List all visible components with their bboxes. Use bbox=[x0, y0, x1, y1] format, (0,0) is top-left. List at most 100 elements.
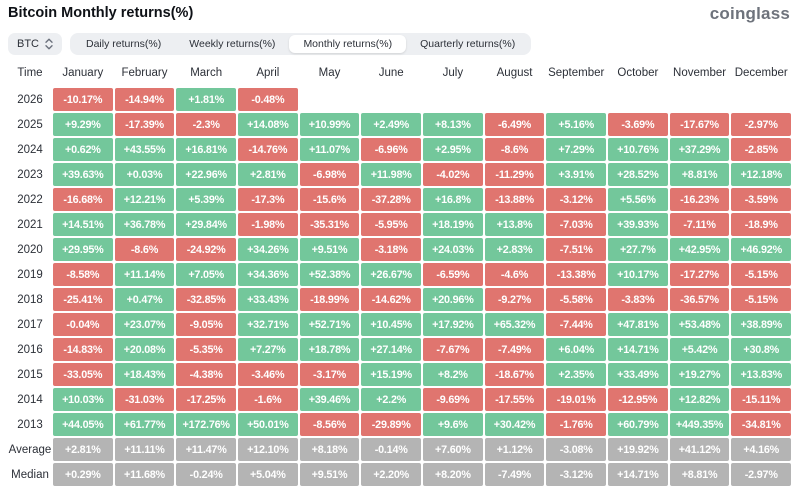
return-cell: +39.93% bbox=[608, 213, 668, 236]
symbol-select[interactable]: BTC bbox=[8, 33, 62, 55]
return-cell: -18.9% bbox=[731, 213, 792, 236]
return-cell: +8.81% bbox=[669, 163, 730, 186]
return-cell: +65.32% bbox=[484, 313, 545, 336]
return-cell: +12.21% bbox=[114, 188, 175, 211]
return-cell: +19.27% bbox=[669, 363, 730, 386]
return-cell: -24.92% bbox=[176, 238, 237, 261]
return-cell: -14.83% bbox=[53, 338, 113, 361]
return-cell: +10.45% bbox=[361, 313, 422, 336]
row-label: 2015 bbox=[17, 368, 43, 381]
return-cell: -36.57% bbox=[669, 288, 730, 311]
return-cell: -3.69% bbox=[608, 113, 668, 136]
return-cell: -16.68% bbox=[53, 188, 113, 211]
coinglass-logo: coinglass bbox=[709, 4, 790, 23]
return-cell: -2.97% bbox=[731, 463, 792, 486]
select-chevrons-icon bbox=[45, 38, 53, 50]
return-cell: -5.95% bbox=[361, 213, 422, 236]
return-cell: +2.20% bbox=[361, 463, 422, 486]
return-cell: +16.8% bbox=[423, 188, 483, 211]
return-cell: -2.3% bbox=[176, 113, 237, 136]
return-cell: +2.2% bbox=[361, 388, 422, 411]
return-cell: +2.49% bbox=[361, 113, 422, 136]
return-cell: -6.96% bbox=[361, 138, 422, 161]
return-cell: +10.03% bbox=[53, 388, 113, 411]
return-cell: +26.67% bbox=[361, 263, 422, 286]
return-cell: +8.2% bbox=[423, 363, 483, 386]
return-cell: +39.63% bbox=[53, 163, 113, 186]
return-cell: +14.51% bbox=[53, 213, 113, 236]
return-cell: +8.20% bbox=[423, 463, 483, 486]
symbol-label: BTC bbox=[17, 38, 39, 50]
table-row: 2015 -33.05% +18.43% -4.38% -3.46% -3.17% +15.… bbox=[8, 363, 792, 386]
return-cell: -37.28% bbox=[361, 188, 422, 211]
return-cell: -17.27% bbox=[669, 263, 730, 286]
time-header: Time bbox=[17, 67, 43, 79]
tab-weekly-returns[interactable]: Weekly returns(%) bbox=[175, 35, 289, 53]
tab-quarterly-returns[interactable]: Quarterly returns(%) bbox=[406, 35, 529, 53]
return-cell: +14.71% bbox=[608, 463, 668, 486]
topbar: Bitcoin Monthly returns(%) coinglass bbox=[8, 5, 792, 29]
return-cell: +5.16% bbox=[546, 113, 607, 136]
return-cell: +47.81% bbox=[608, 313, 668, 336]
return-cell: +13.83% bbox=[731, 363, 792, 386]
return-cell: -8.6% bbox=[114, 238, 175, 261]
return-cell: -13.38% bbox=[546, 263, 607, 286]
return-cell: -4.6% bbox=[484, 263, 545, 286]
return-cell: -5.15% bbox=[731, 288, 792, 311]
return-cell: +34.36% bbox=[238, 263, 298, 286]
row-label: 2023 bbox=[17, 168, 43, 181]
row-label: 2017 bbox=[17, 318, 43, 331]
row-label: 2014 bbox=[17, 393, 43, 406]
return-cell: +5.04% bbox=[238, 463, 298, 486]
return-cell: +24.03% bbox=[423, 238, 483, 261]
tab-monthly-returns[interactable]: Monthly returns(%) bbox=[289, 35, 407, 53]
return-cell: +8.13% bbox=[423, 113, 483, 136]
return-cell: +8.18% bbox=[299, 438, 360, 461]
return-cell: -1.76% bbox=[546, 413, 607, 436]
return-cell: -3.12% bbox=[546, 188, 607, 211]
return-cell: -10.17% bbox=[53, 88, 113, 111]
return-cell: -0.24% bbox=[176, 463, 237, 486]
month-header: October bbox=[617, 67, 659, 79]
month-header: February bbox=[121, 67, 168, 79]
return-cell: -3.83% bbox=[608, 288, 668, 311]
return-cell: +20.96% bbox=[423, 288, 483, 311]
return-cell: +12.18% bbox=[731, 163, 792, 186]
tab-daily-returns[interactable]: Daily returns(%) bbox=[72, 35, 175, 53]
return-cell: +11.68% bbox=[114, 463, 175, 486]
table-row: 2023 +39.63% +0.03% +22.96% +2.81% -6.98% +11.… bbox=[8, 163, 792, 186]
return-cell: +12.10% bbox=[238, 438, 298, 461]
return-cell: +10.76% bbox=[608, 138, 668, 161]
return-cell: -17.3% bbox=[238, 188, 298, 211]
return-cell: +50.01% bbox=[238, 413, 298, 436]
page-title: Bitcoin Monthly returns(%) bbox=[8, 5, 194, 21]
empty-cell bbox=[361, 88, 421, 111]
return-cell: -4.02% bbox=[423, 163, 483, 186]
return-cell: +42.95% bbox=[669, 238, 730, 261]
return-cell: -3.17% bbox=[299, 363, 360, 386]
return-cell: +16.81% bbox=[176, 138, 237, 161]
return-cell: +52.38% bbox=[299, 263, 360, 286]
empty-cell bbox=[608, 88, 668, 111]
row-label: 2021 bbox=[17, 218, 43, 231]
return-cell: +46.92% bbox=[731, 238, 792, 261]
table-row: Average +2.81% +11.11% +11.47% +12.10% +8.18%… bbox=[8, 438, 792, 461]
return-cell: -6.98% bbox=[299, 163, 360, 186]
month-header: June bbox=[378, 67, 404, 79]
return-cell: +18.19% bbox=[423, 213, 483, 236]
month-header: November bbox=[673, 67, 727, 79]
return-cell: -7.11% bbox=[669, 213, 730, 236]
return-cell: -9.05% bbox=[176, 313, 237, 336]
return-cell: -1.98% bbox=[238, 213, 298, 236]
return-cell: +2.81% bbox=[53, 438, 113, 461]
return-cell: -25.41% bbox=[53, 288, 113, 311]
return-cell: -3.59% bbox=[731, 188, 792, 211]
return-cell: -0.48% bbox=[238, 88, 298, 111]
empty-cell bbox=[731, 88, 791, 111]
month-header: September bbox=[548, 67, 605, 79]
return-cell: -6.59% bbox=[423, 263, 483, 286]
return-cell: +7.29% bbox=[546, 138, 607, 161]
return-cell: -7.51% bbox=[546, 238, 607, 261]
return-cell: -9.27% bbox=[484, 288, 545, 311]
month-header: July bbox=[442, 67, 464, 79]
